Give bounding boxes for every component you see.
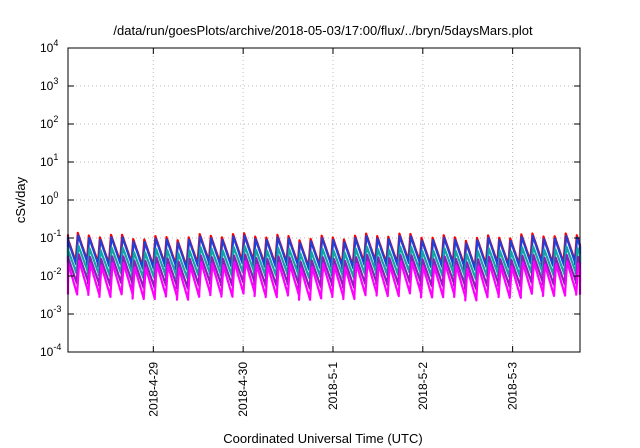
y-axis-label: cSv/day bbox=[13, 176, 28, 223]
chart-title: /data/run/goesPlots/archive/2018-05-03/1… bbox=[113, 23, 533, 38]
x-tick-label: 2018-5-1 bbox=[326, 362, 340, 410]
x-tick-label: 2018-4-30 bbox=[236, 362, 250, 417]
y-tick-exponent: -3 bbox=[53, 304, 61, 314]
y-tick-label: 100 bbox=[40, 190, 58, 207]
x-axis-label: Coordinated Universal Time (UTC) bbox=[223, 431, 422, 446]
y-tick-base: 10 bbox=[40, 269, 54, 283]
y-tick-label: 104 bbox=[40, 38, 58, 55]
y-tick-base: 10 bbox=[40, 41, 54, 55]
y-tick-base: 10 bbox=[40, 117, 54, 131]
series-layer bbox=[66, 231, 582, 302]
series-blue-line bbox=[66, 234, 582, 271]
y-tick-label: 101 bbox=[40, 152, 58, 169]
y-tick-label: 10-2 bbox=[40, 266, 61, 283]
y-tick-exponent: -4 bbox=[53, 342, 61, 352]
series-teal-line bbox=[66, 244, 582, 280]
grid-lines bbox=[68, 48, 580, 352]
y-tick-base: 10 bbox=[40, 193, 54, 207]
y-tick-exponent: 1 bbox=[53, 152, 58, 162]
ticks bbox=[68, 47, 580, 353]
x-tick-labels: 2018-4-29 2018-4-30 2018-5-1 2018-5-2 2018-5… bbox=[146, 362, 519, 417]
y-tick-base: 10 bbox=[40, 155, 54, 169]
y-tick-base: 10 bbox=[40, 345, 54, 359]
y-tick-exponent: 2 bbox=[53, 114, 58, 124]
y-tick-label: 103 bbox=[40, 76, 58, 93]
y-tick-exponent: 4 bbox=[53, 38, 58, 48]
series-magenta-line bbox=[66, 259, 582, 302]
y-tick-label: 10-3 bbox=[40, 304, 61, 321]
y-tick-label: 10-4 bbox=[40, 342, 61, 359]
x-tick-label: 2018-4-29 bbox=[146, 362, 160, 417]
x-tick-label: 2018-5-3 bbox=[506, 362, 520, 410]
y-tick-exponent: 0 bbox=[53, 190, 58, 200]
y-tick-label: 10-1 bbox=[40, 228, 61, 245]
y-tick-exponent: 3 bbox=[53, 76, 58, 86]
y-tick-label: 102 bbox=[40, 114, 58, 131]
x-tick-label: 2018-5-2 bbox=[416, 362, 430, 410]
y-tick-exponent: -2 bbox=[53, 266, 61, 276]
y-tick-exponent: -1 bbox=[53, 228, 61, 238]
series-purple-line bbox=[66, 253, 582, 290]
y-tick-base: 10 bbox=[40, 307, 54, 321]
y-tick-base: 10 bbox=[40, 231, 54, 245]
y-tick-base: 10 bbox=[40, 79, 54, 93]
